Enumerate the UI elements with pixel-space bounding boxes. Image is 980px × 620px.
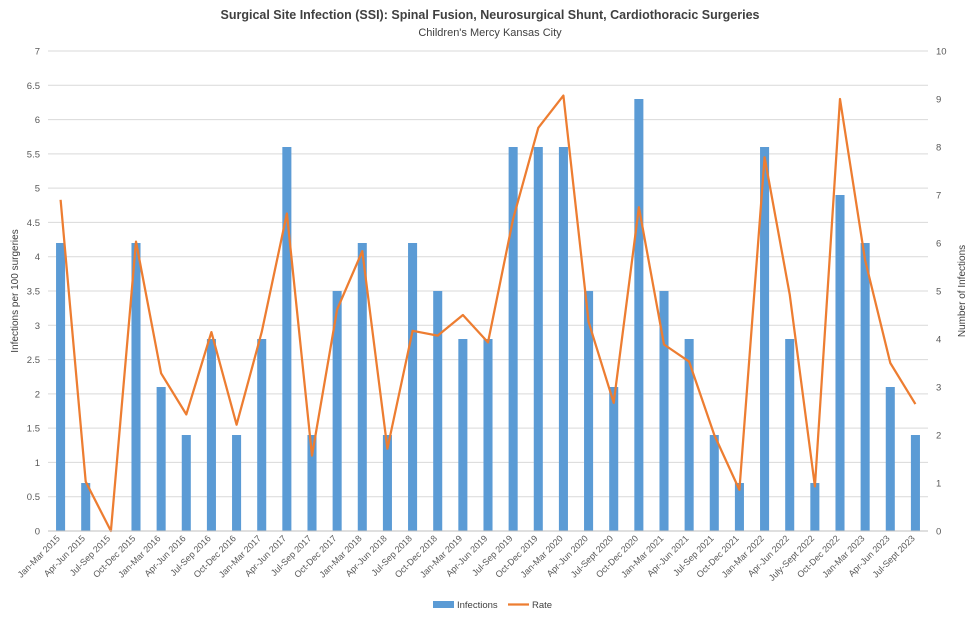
infections-bar — [860, 243, 870, 531]
infections-bar — [206, 339, 216, 531]
y-left-tick-label: 5.5 — [27, 149, 40, 160]
legend-rate-label: Rate — [532, 600, 552, 611]
infections-bar — [408, 243, 418, 531]
infections-bar — [483, 339, 493, 531]
y-axis-left-label: Infections per 100 surgeries — [10, 229, 21, 352]
infections-bar — [332, 291, 342, 531]
infections-bar — [56, 243, 66, 531]
infections-bar — [282, 147, 292, 531]
infections-bar — [131, 243, 141, 531]
infections-bar — [232, 435, 242, 531]
y-left-tick-label: 5 — [35, 184, 40, 195]
infections-bar — [785, 339, 795, 531]
infections-bar — [734, 483, 744, 531]
y-left-tick-label: 6.5 — [27, 81, 40, 92]
infections-bar — [533, 147, 543, 531]
infections-bar — [433, 291, 443, 531]
infections-bar — [257, 339, 267, 531]
y-right-tick-label: 5 — [936, 287, 941, 298]
y-left-tick-label: 7 — [35, 47, 40, 58]
infections-bar — [885, 387, 895, 531]
infections-bar — [684, 339, 694, 531]
legend-infections-label: Infections — [457, 600, 498, 611]
infections-bar — [910, 435, 920, 531]
infections-bar — [156, 387, 166, 531]
infections-bar — [835, 195, 845, 531]
infections-bar — [357, 243, 367, 531]
y-left-tick-label: 0.5 — [27, 492, 40, 503]
y-right-tick-label: 0 — [936, 527, 941, 538]
infections-bar — [558, 147, 568, 531]
infections-bar — [760, 147, 770, 531]
infections-bar — [659, 291, 669, 531]
y-left-tick-label: 6 — [35, 115, 40, 126]
infections-bar — [81, 483, 91, 531]
y-right-tick-label: 8 — [936, 143, 941, 154]
legend: Infections Rate — [433, 600, 552, 611]
chart-title: Surgical Site Infection (SSI): Spinal Fu… — [221, 8, 760, 22]
y-left-tick-label: 3 — [35, 321, 40, 332]
rate-line — [59, 94, 917, 533]
infections-bar — [634, 99, 644, 531]
y-right-tick-label: 9 — [936, 95, 941, 106]
y-left-tick-label: 1 — [35, 458, 40, 469]
infections-bar — [181, 435, 191, 531]
chart-subtitle: Children's Mercy Kansas City — [418, 27, 562, 39]
infections-bar — [609, 387, 619, 531]
infections-bar — [810, 483, 820, 531]
infections-bar — [458, 339, 468, 531]
x-tick-label: Jan-Mar 2015 — [16, 533, 62, 579]
legend-infections-swatch — [433, 601, 454, 608]
infections-bar — [584, 291, 594, 531]
y-right-tick-label: 3 — [936, 383, 941, 394]
y-right-tick-label: 7 — [936, 191, 941, 202]
y-axis-right-label: Number of Infections — [957, 245, 968, 337]
infections-bar — [307, 435, 317, 531]
y-right-tick-label: 1 — [936, 479, 941, 490]
infections-bar — [382, 435, 392, 531]
axes: 0 0.5 1 1.5 2 2.5 3 3.5 4 4.5 5 5.5 6 6.5 7 0 1 2 3 4 5 6 7 8 9 1… — [16, 47, 947, 583]
y-right-tick-label: 2 — [936, 431, 941, 442]
infections-bar — [709, 435, 719, 531]
y-left-tick-label: 2.5 — [27, 355, 40, 366]
y-left-tick-label: 1.5 — [27, 424, 40, 435]
y-left-tick-label: 2 — [35, 389, 40, 400]
infections-bars — [56, 99, 920, 531]
y-left-tick-label: 3.5 — [27, 287, 40, 298]
y-left-tick-label: 4.5 — [27, 218, 40, 229]
rate-line-layer — [59, 94, 917, 533]
y-right-tick-label: 10 — [936, 47, 947, 58]
y-right-tick-label: 6 — [936, 239, 941, 250]
y-right-tick-label: 4 — [936, 335, 941, 346]
y-left-tick-label: 0 — [35, 527, 40, 538]
infections-bar — [508, 147, 518, 531]
y-left-tick-label: 4 — [35, 252, 40, 263]
